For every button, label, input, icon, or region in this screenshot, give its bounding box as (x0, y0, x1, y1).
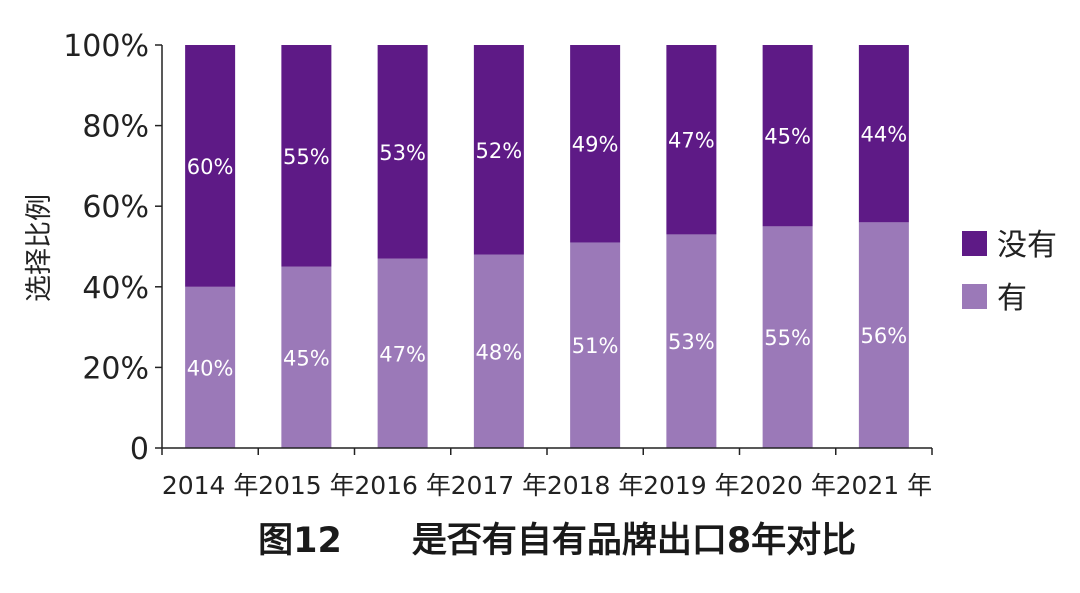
bar-segment-you (858, 222, 909, 448)
bar-data-label: 47% (379, 342, 426, 366)
bar-data-label: 47% (668, 129, 715, 153)
bar-data-label: 53% (668, 330, 715, 354)
y-tick-label: 20% (82, 351, 149, 386)
bar-data-label: 48% (476, 340, 523, 364)
bar-data-label: 45% (283, 346, 330, 370)
y-axis-label: 选择比例 (24, 194, 55, 302)
x-tick-label: 2021 年 (836, 471, 933, 500)
y-tick-label: 0 (130, 432, 149, 467)
x-tick-label: 2014 年 (162, 471, 259, 500)
x-tick-label: 2020 年 (739, 471, 836, 500)
bar-segment-you (762, 226, 813, 448)
bar-segment-meiyou (185, 45, 236, 287)
y-axis: 0 20% 40% 60% 80% 100% (63, 29, 163, 467)
x-tick-label: 2017 年 (451, 471, 548, 500)
bar-data-label: 40% (187, 356, 234, 380)
bar-segment-you (570, 242, 621, 448)
y-tick-label: 40% (82, 271, 149, 306)
bar-data-label: 55% (283, 145, 330, 169)
x-tick-label: 2018 年 (547, 471, 644, 500)
x-axis: 2014 年 2015 年 2016 年 2017 年 2018 年 2019 年 2020… (161, 447, 933, 500)
x-tick-label: 2019 年 (643, 471, 740, 500)
x-tick-label: 2015 年 (258, 471, 355, 500)
bar-segment-meiyou (473, 45, 524, 255)
bar-data-label: 51% (572, 334, 619, 358)
y-tick-label: 100% (63, 29, 149, 64)
bar-data-label: 55% (764, 326, 811, 350)
legend-swatch (962, 231, 987, 256)
legend-label: 有 (997, 281, 1027, 316)
bar-segment-you (377, 258, 428, 448)
bar-segment-you (473, 254, 524, 448)
bar-data-label: 52% (476, 139, 523, 163)
bar-data-label: 44% (861, 123, 908, 147)
bar-segment-you (281, 266, 332, 448)
legend-label: 没有 (997, 228, 1057, 263)
bar-data-label: 49% (572, 133, 619, 157)
caption-title: 是否有自有品牌出口8年对比 (412, 521, 856, 561)
bar-segment-meiyou (377, 45, 428, 259)
bar-segment-meiyou (858, 45, 909, 223)
bar-segment-meiyou (762, 45, 813, 227)
bar-segment-meiyou (570, 45, 621, 243)
bar-segment-meiyou (666, 45, 717, 235)
x-tick-label: 2016 年 (354, 471, 451, 500)
bar-data-label: 56% (861, 324, 908, 348)
legend: 没有有 (962, 228, 1057, 316)
bar-segment-you (185, 286, 236, 448)
y-tick-label: 60% (82, 190, 149, 225)
legend-swatch (962, 284, 987, 309)
bars: 40% 60% 45% 55% 47% 53% 48% 52% 51% 49% 53% 47% 55% 4… (185, 45, 909, 448)
bar-segment-meiyou (281, 45, 332, 267)
caption-number: 图12 (258, 521, 342, 561)
y-tick-label: 80% (82, 110, 149, 145)
bar-data-label: 60% (187, 155, 234, 179)
bar-data-label: 53% (379, 141, 426, 165)
bar-segment-you (666, 234, 717, 448)
bar-data-label: 45% (764, 125, 811, 149)
